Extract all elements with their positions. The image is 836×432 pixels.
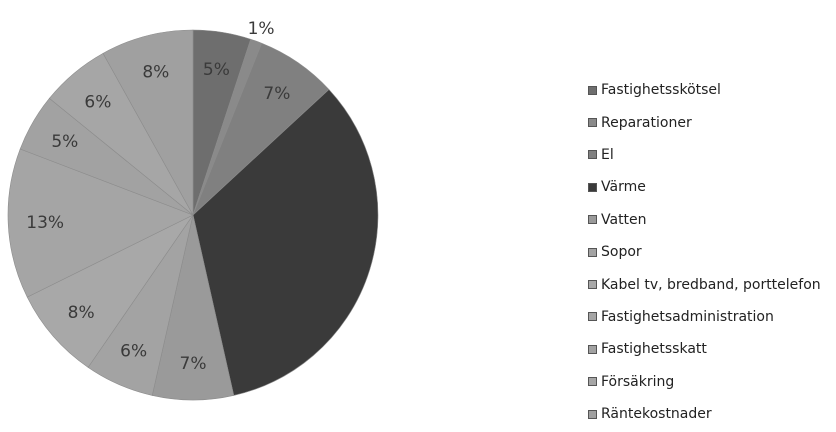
legend-item: Värme: [588, 171, 821, 203]
slice-label: 13%: [26, 213, 64, 233]
slice-labels: 5% 1% 7% 7% 6% 8% 13% 5% 6% 8%: [26, 19, 290, 374]
slice-label: 8%: [142, 63, 169, 83]
legend-swatch: [588, 150, 597, 160]
legend-label: Räntekostnader: [601, 406, 712, 423]
legend-label: Fastighetsskatt: [601, 341, 707, 358]
slice-label: 6%: [120, 342, 147, 362]
pie-slice: [7, 148, 194, 298]
legend-item: Fastighetsadministration: [588, 301, 821, 333]
legend-swatch: [588, 182, 597, 192]
legend-item: El: [588, 139, 821, 171]
legend-swatch: [588, 85, 597, 95]
legend-swatch: [588, 409, 597, 419]
legend-label: Försäkring: [601, 373, 675, 390]
legend-item: Sopor: [588, 236, 821, 268]
chart-legend: Fastighetsskötsel Reparationer El Värme Vatt…: [588, 74, 821, 430]
legend-swatch: [588, 280, 597, 290]
pie-slice: [26, 214, 194, 368]
legend-label: Värme: [601, 179, 646, 196]
legend-label: Fastighetsskötsel: [601, 82, 721, 99]
legend-swatch: [588, 215, 597, 225]
legend-item: Räntekostnader: [588, 398, 821, 430]
legend-label: El: [601, 146, 614, 163]
slice-label: 6%: [84, 93, 111, 113]
legend-label: Kabel tv, bredband, porttelefon: [601, 276, 821, 293]
legend-label: Reparationer: [601, 114, 692, 131]
slice-label: 7%: [180, 354, 207, 374]
legend-label: Fastighetsadministration: [601, 308, 774, 325]
legend-swatch: [588, 377, 597, 387]
legend-item: Fastighetsskötsel: [588, 74, 821, 106]
legend-item: Fastighetsskatt: [588, 333, 821, 365]
legend-item: Försäkring: [588, 366, 821, 398]
legend-item: Vatten: [588, 204, 821, 236]
legend-swatch: [588, 312, 597, 322]
legend-swatch: [588, 344, 597, 354]
slice-label: 5%: [203, 60, 230, 80]
legend-label: Sopor: [601, 244, 642, 261]
legend-item: Reparationer: [588, 106, 821, 138]
slice-label: 1%: [248, 19, 275, 39]
legend-label: Vatten: [601, 211, 647, 228]
slice-label: 5%: [51, 132, 78, 152]
legend-swatch: [588, 118, 597, 128]
legend-swatch: [588, 247, 597, 257]
legend-item: Kabel tv, bredband, porttelefon: [588, 268, 821, 300]
slice-label: 7%: [263, 84, 290, 104]
slice-label: 8%: [68, 303, 95, 323]
pie-slice: [102, 29, 194, 217]
pie-slice: [192, 89, 379, 396]
